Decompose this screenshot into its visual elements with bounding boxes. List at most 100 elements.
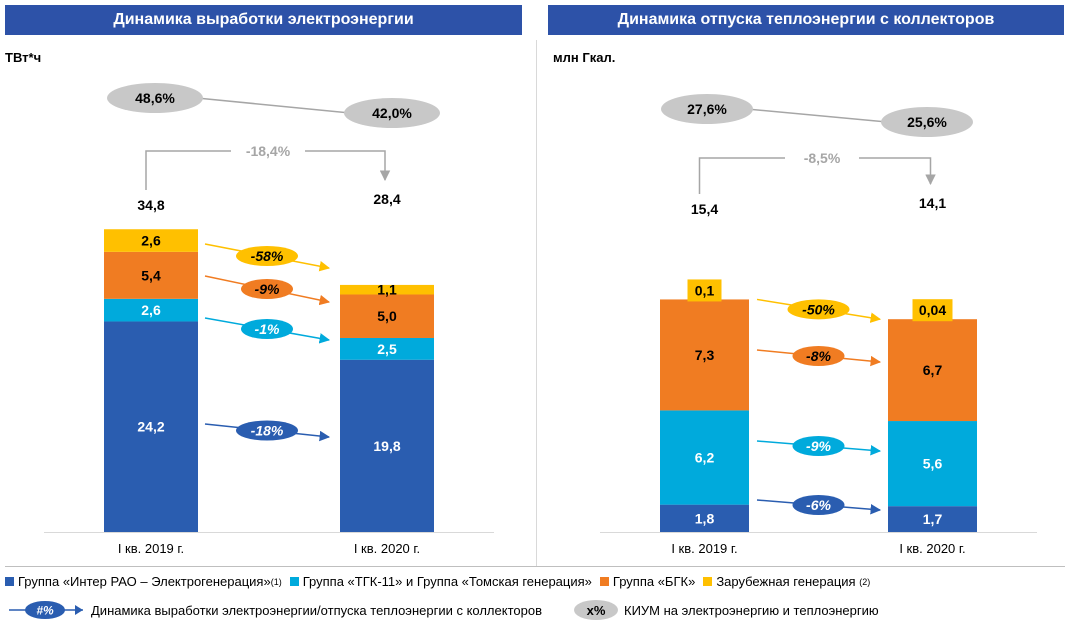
heat-label-inter-rao-2: 1,7 <box>923 511 943 527</box>
kium-oval-icon: x% <box>574 600 618 620</box>
legend-swatch-foreign <box>703 577 713 586</box>
heat-kium-label-2: 25,6% <box>907 114 947 130</box>
elec-label-foreign-1: 2,6 <box>141 233 161 249</box>
elec-total-1: 34,8 <box>137 197 164 213</box>
heat-bar-bgk-1 <box>660 299 749 411</box>
heat-kium-connector <box>746 108 888 123</box>
elec-total-change-bracket-left <box>145 150 231 190</box>
heat-change-oval-bgk <box>792 346 845 366</box>
legend-dynamics-label: Динамика выработки электроэнергии/отпуск… <box>91 602 542 618</box>
heat-change-label-tgk: -9% <box>806 438 831 454</box>
elec-bar-foreign-2 <box>340 284 434 295</box>
heat-bar-inter-rao-1 <box>660 504 749 532</box>
elec-label-tgk-1: 2,6 <box>141 302 161 318</box>
heat-total-change-bracket-left <box>698 157 785 194</box>
elec-kium-oval-1 <box>107 83 203 113</box>
heat-bar-inter-rao-2 <box>888 506 977 532</box>
heat-kium-oval-2 <box>881 107 973 137</box>
legend-item-foreign: Зарубежная генерация (2) <box>703 574 870 589</box>
heat-label-tgk-2: 5,6 <box>923 456 943 472</box>
legend-separator <box>5 566 1065 567</box>
elec-kium-oval-2 <box>344 98 440 128</box>
elec-bar-bgk-2 <box>340 294 434 338</box>
panel-title-heat: Динамика отпуска теплоэнергии с коллекто… <box>548 5 1064 35</box>
heat-bar-bgk-2 <box>888 319 977 422</box>
legend-swatch-inter-rao <box>5 577 14 586</box>
elec-change-label-tgk: -1% <box>255 321 280 337</box>
heat-total-1: 15,4 <box>691 201 718 217</box>
elec-label-inter-rao-2: 19,8 <box>373 438 400 454</box>
elec-label-foreign-2: 1,1 <box>377 282 397 298</box>
heat-badge-foreign-1 <box>687 279 722 302</box>
heat-label-foreign-2: 0,04 <box>919 302 946 318</box>
elec-change-label-inter-rao: -18% <box>251 423 284 439</box>
elec-total-change-label: -18,4% <box>246 143 291 159</box>
legend-note-1: (1) <box>270 576 282 587</box>
legend-swatch-bgk <box>599 577 609 586</box>
heat-category-label-2: I кв. 2020 г. <box>899 541 965 556</box>
heat-change-oval-foreign <box>787 299 850 320</box>
panel-title-electricity: Динамика выработки электроэнергии <box>5 5 522 35</box>
elec-bar-bgk-1 <box>104 251 198 299</box>
elec-bar-inter-rao-2 <box>340 359 434 532</box>
heat-label-bgk-1: 7,3 <box>695 347 715 363</box>
legend-dynamics-key-text: #% <box>36 604 54 618</box>
legend-label-bgk: Группа «БГК» <box>612 574 696 589</box>
unit-label-heat: млн Гкал. <box>553 50 616 65</box>
heat-label-bgk-2: 6,7 <box>923 362 943 378</box>
heat-label-inter-rao-1: 1,8 <box>695 510 715 526</box>
heat-label-foreign-1: 0,1 <box>695 282 715 298</box>
elec-change-label-bgk: -9% <box>255 281 280 297</box>
heat-total-change-bracket-right <box>859 157 936 186</box>
elec-bar-foreign-1 <box>104 229 198 252</box>
heat-label-tgk-1: 6,2 <box>695 450 715 466</box>
elec-change-oval-tgk <box>241 319 293 339</box>
legend-item-bgk: Группа «БГК» <box>599 574 696 589</box>
heat-bar-tgk-1 <box>660 410 749 505</box>
elec-bar-inter-rao-1 <box>104 321 198 532</box>
dynamics-arrow-icon: #% <box>9 601 83 619</box>
elec-label-bgk-2: 5,0 <box>377 308 397 324</box>
heat-total-2: 14,1 <box>919 195 946 211</box>
legend-swatch-tgk <box>289 577 299 586</box>
elec-label-inter-rao-1: 24,2 <box>137 419 164 435</box>
heat-change-oval-inter-rao <box>792 495 845 515</box>
heat-kium-oval-1 <box>661 94 753 124</box>
elec-change-oval-foreign <box>236 246 298 266</box>
legend-series: Группа «Интер РАО – Электрогенерация» (1)… <box>5 574 878 589</box>
elec-kium-label-1: 48,6% <box>135 90 175 106</box>
elec-change-oval-bgk <box>241 279 293 299</box>
legend-note-2: (2) <box>859 576 871 587</box>
heat-change-oval-tgk <box>792 436 845 456</box>
elec-change-oval-inter-rao <box>236 420 298 441</box>
elec-bar-tgk-2 <box>340 337 434 360</box>
heat-total-change-label: -8,5% <box>804 150 841 166</box>
panel-divider <box>536 40 537 566</box>
elec-change-label-foreign: -58% <box>251 248 284 264</box>
legend-keys: #% Динамика выработки электроэнергии/отп… <box>5 600 887 620</box>
heat-kium-label-1: 27,6% <box>687 101 727 117</box>
heat-change-label-inter-rao: -6% <box>806 497 831 513</box>
elec-category-label-2: I кв. 2020 г. <box>354 541 420 556</box>
elec-total-2: 28,4 <box>373 191 400 207</box>
elec-category-label-1: I кв. 2019 г. <box>118 541 184 556</box>
unit-label-electricity: ТВт*ч <box>5 50 42 65</box>
legend-item-tgk: Группа «ТГК-11» и Группа «Томская генера… <box>289 574 592 589</box>
legend-dynamics-key: #% Динамика выработки электроэнергии/отп… <box>5 600 542 620</box>
heat-bar-tgk-2 <box>888 421 977 507</box>
legend-label-tgk: Группа «ТГК-11» и Группа «Томская генера… <box>302 574 592 589</box>
charts-canvas: 24,2 2,6 5,4 2,6 34,8 19,8 2,5 5,0 1,1 28,4 -18% -1… <box>44 83 1037 556</box>
legend-kium-key: x% КИУМ на электроэнергию и теплоэнергию <box>574 600 879 620</box>
elec-label-tgk-2: 2,5 <box>377 341 397 357</box>
legend-label-inter-rao: Группа «Интер РАО – Электрогенерация» <box>18 574 271 589</box>
heat-category-label-1: I кв. 2019 г. <box>671 541 737 556</box>
elec-label-bgk-1: 5,4 <box>141 267 161 283</box>
elec-kium-label-2: 42,0% <box>372 105 412 121</box>
heat-change-label-bgk: -8% <box>806 348 831 364</box>
elec-bar-tgk-1 <box>104 298 198 322</box>
elec-total-change-bracket-right <box>305 150 391 182</box>
legend-kium-key-text: x% <box>586 602 606 618</box>
legend-kium-label: КИУМ на электроэнергию и теплоэнергию <box>624 602 879 618</box>
elec-kium-connector <box>196 97 351 114</box>
heat-change-label-foreign: -50% <box>802 301 835 317</box>
